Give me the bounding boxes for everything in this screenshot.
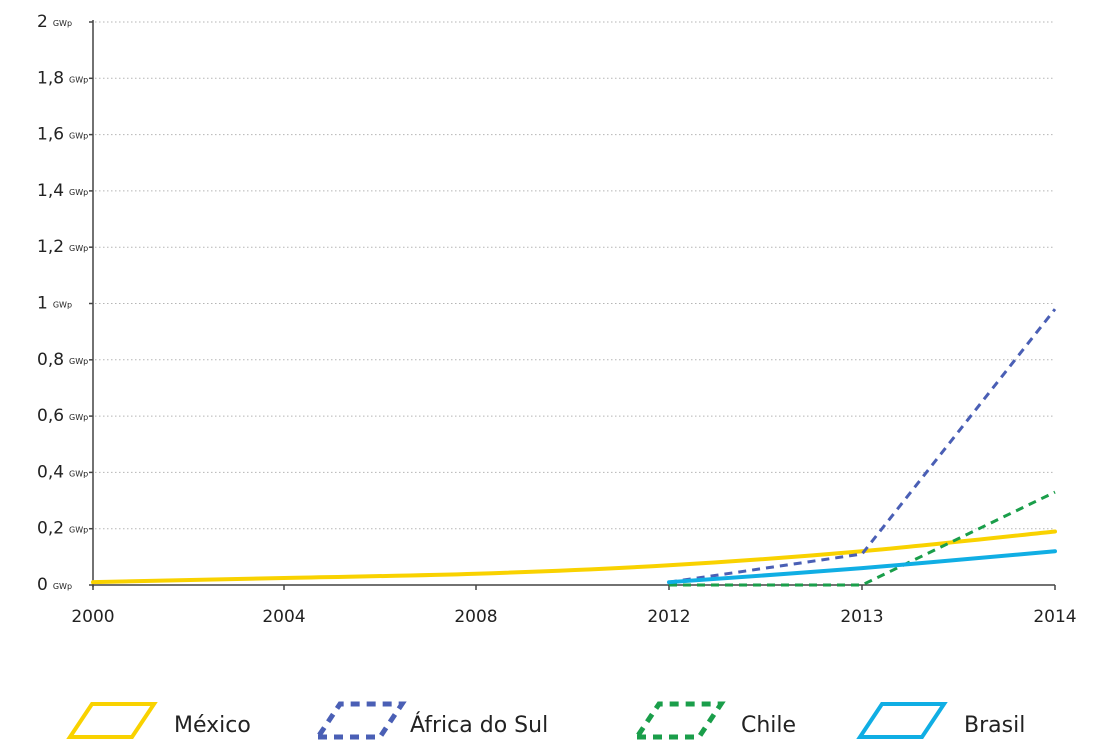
y-tick-label: 1,4 bbox=[37, 181, 64, 201]
y-tick-label: 1 bbox=[37, 294, 48, 314]
legend-swatch-africa-do-sul bbox=[313, 701, 407, 740]
y-unit-label: GWp bbox=[69, 413, 88, 422]
y-unit-label: GWp bbox=[69, 132, 88, 141]
y-unit-label: GWp bbox=[69, 75, 88, 84]
x-tick-label: 2012 bbox=[647, 607, 690, 627]
legend-swatch-chile bbox=[632, 701, 726, 740]
y-unit-label: GWp bbox=[53, 301, 72, 310]
legend-swatch-brasil bbox=[856, 702, 948, 739]
legend: México África do Sul Chile Brasil bbox=[66, 701, 1025, 740]
series-lines bbox=[91, 308, 1057, 587]
series-line-mexico bbox=[91, 529, 1057, 585]
grid-lines bbox=[95, 21, 1055, 530]
y-tick-label: 1,2 bbox=[37, 237, 64, 257]
y-tick-label: 0,4 bbox=[37, 462, 64, 482]
legend-label: México bbox=[174, 713, 251, 738]
legend-swatch-mexico bbox=[66, 702, 158, 739]
x-tick-label: 2013 bbox=[840, 607, 883, 627]
y-unit-label: GWp bbox=[69, 526, 88, 535]
legend-label: Brasil bbox=[964, 713, 1025, 738]
y-tick-label: 0,2 bbox=[37, 519, 64, 539]
y-unit-label: GWp bbox=[53, 19, 72, 28]
x-tick-label: 2004 bbox=[262, 607, 305, 627]
x-tick-label: 2008 bbox=[454, 607, 497, 627]
series-line-africa-do-sul bbox=[668, 308, 1057, 584]
y-tick-label: 0,6 bbox=[37, 406, 64, 426]
y-tick-label: 0 bbox=[37, 575, 48, 595]
y-unit-label: GWp bbox=[69, 357, 88, 366]
x-tick-label: 2014 bbox=[1033, 607, 1076, 627]
axes: 0 GWp 0,2 GWp 0,4 GWp 0,6 GWp 0,8 GWp 1 GWp 1,2 GWp 1,… bbox=[37, 12, 1077, 627]
y-tick-label: 2 bbox=[37, 12, 48, 32]
x-tick-label: 2000 bbox=[71, 607, 114, 627]
y-tick-label: 1,8 bbox=[37, 68, 64, 88]
legend-label: África do Sul bbox=[410, 712, 548, 738]
legend-label: Chile bbox=[741, 713, 796, 738]
series-line-brasil bbox=[667, 549, 1057, 585]
y-unit-label: GWp bbox=[53, 582, 72, 591]
y-unit-label: GWp bbox=[69, 469, 88, 478]
y-tick-label: 1,6 bbox=[37, 125, 64, 145]
y-tick-label: 0,8 bbox=[37, 350, 64, 370]
y-unit-label: GWp bbox=[69, 188, 88, 197]
y-unit-label: GWp bbox=[69, 244, 88, 253]
